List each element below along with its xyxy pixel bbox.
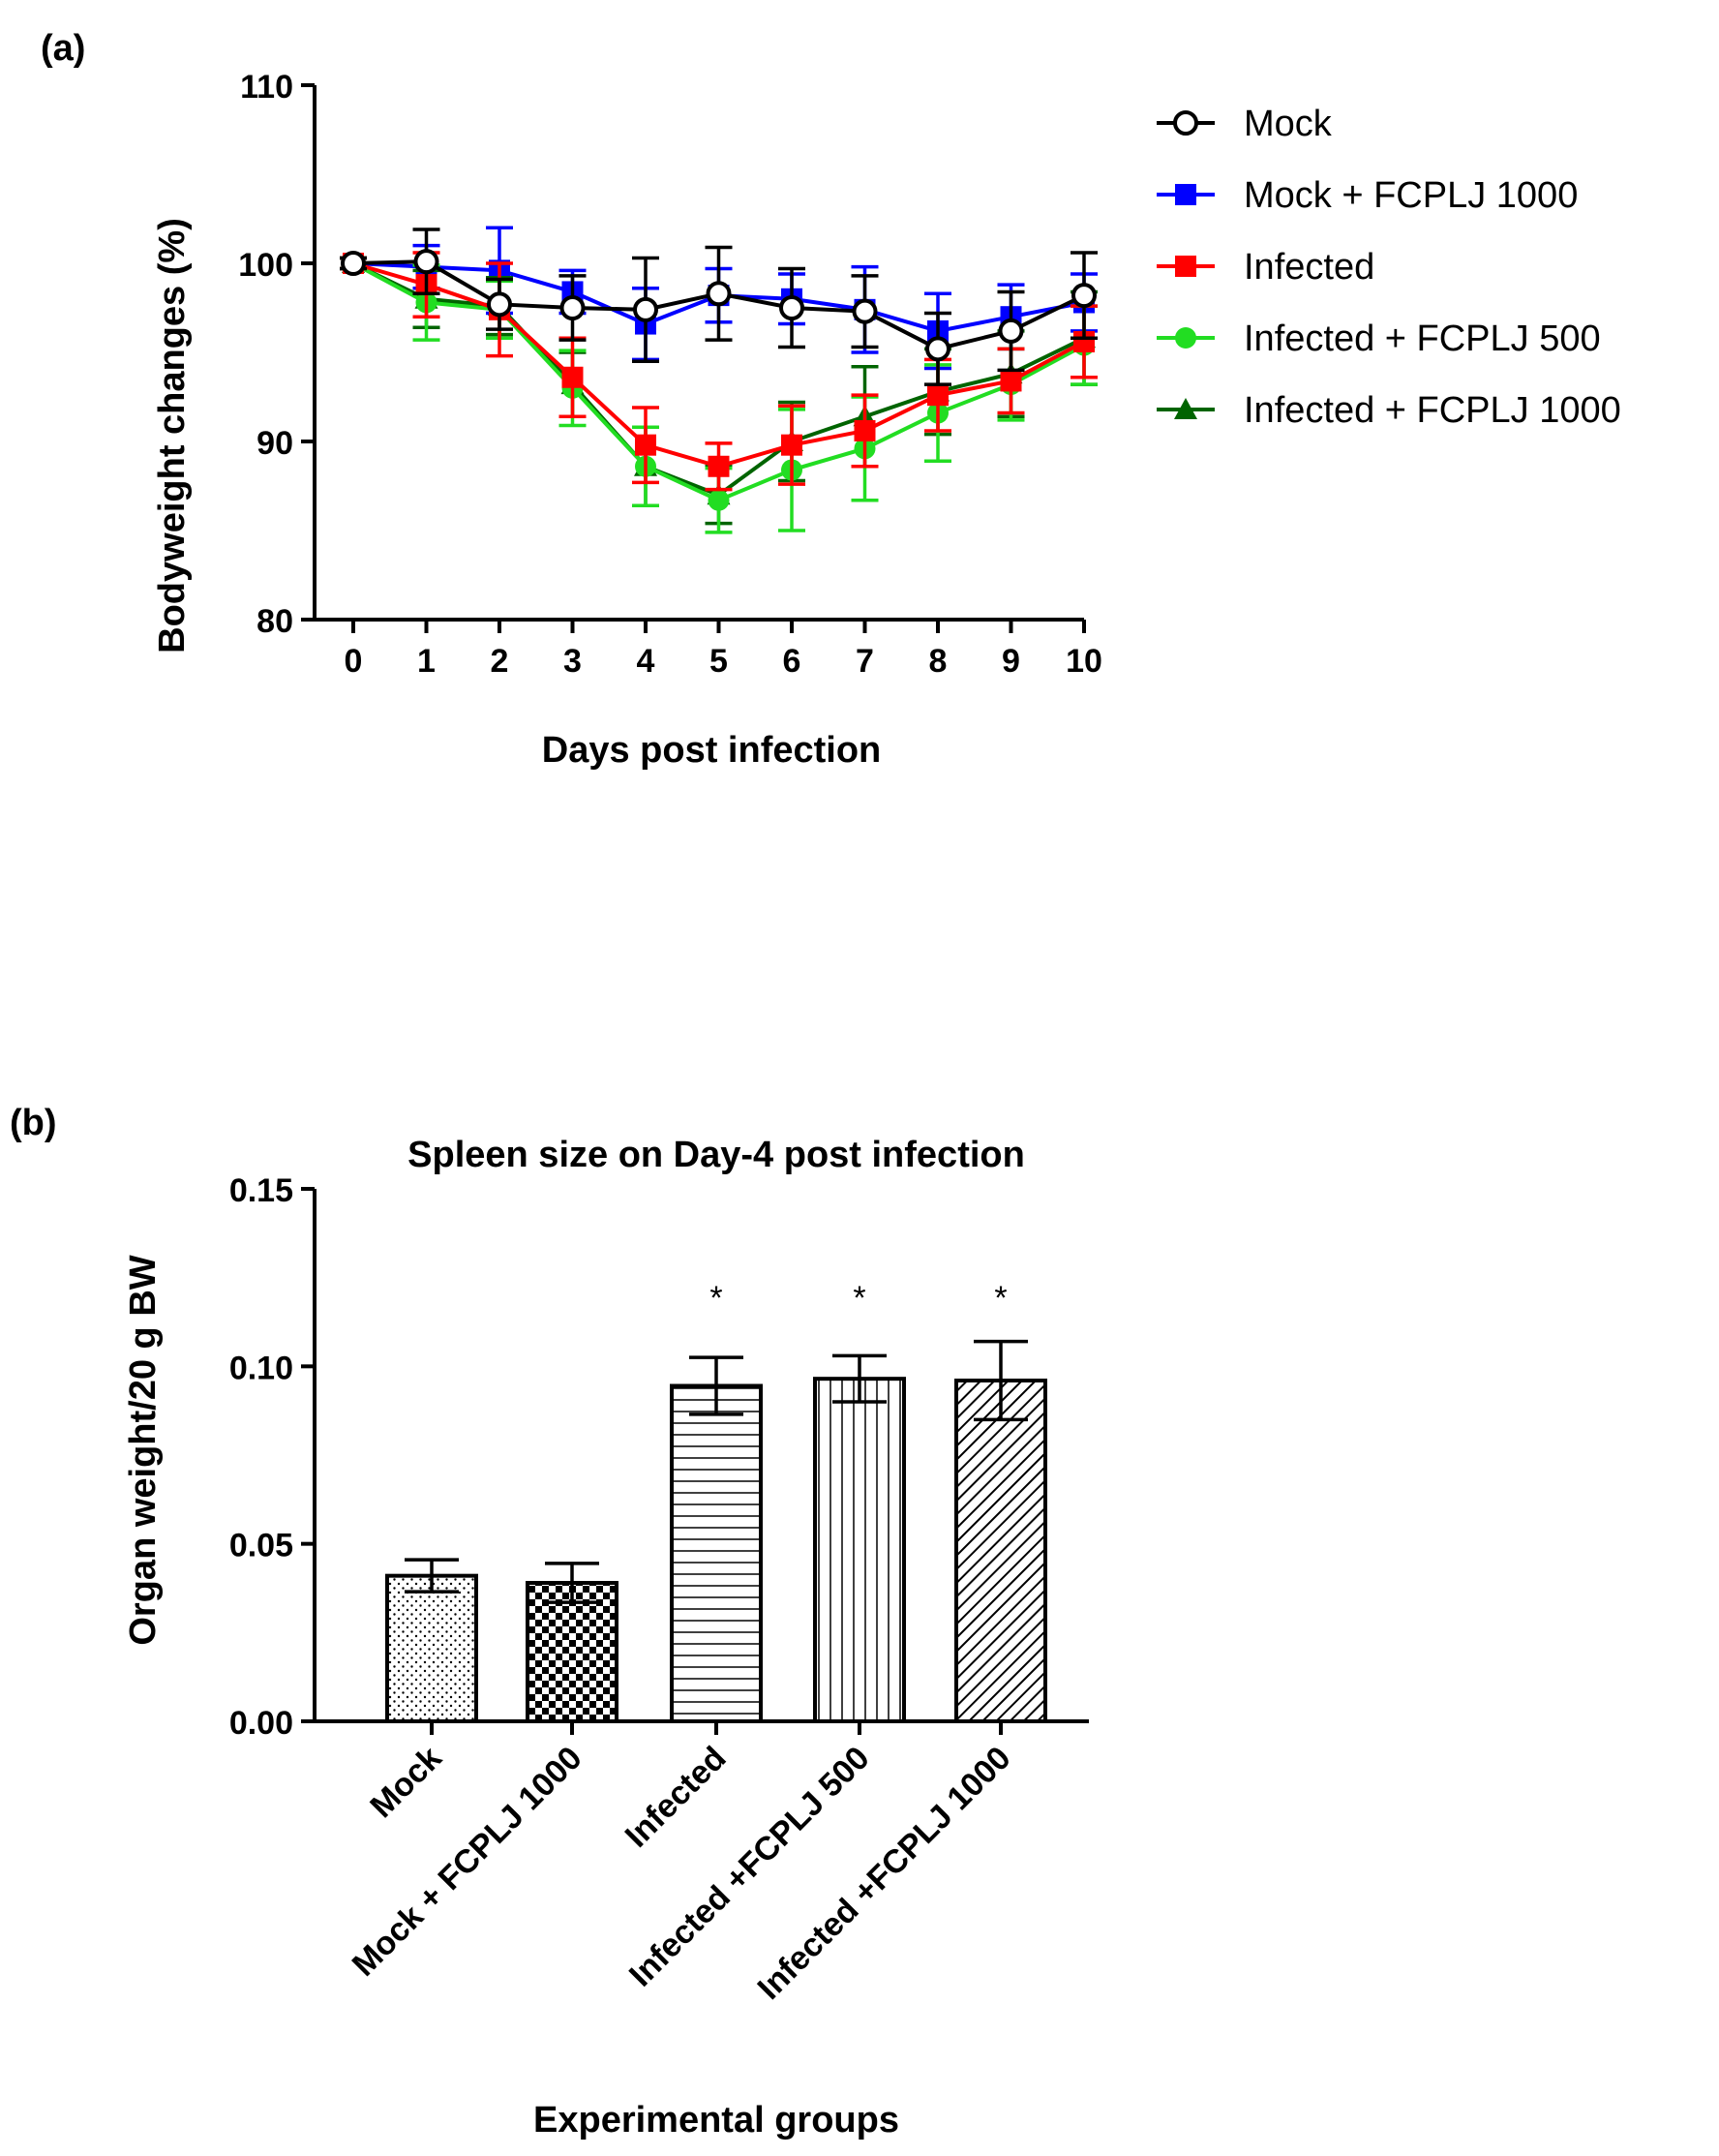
category-label: Infected +FCPLJ 500 bbox=[622, 1740, 877, 1994]
legend-marker bbox=[1174, 398, 1197, 419]
bar bbox=[385, 1573, 478, 1723]
legend-label: Infected + FCPLJ 1000 bbox=[1244, 390, 1621, 431]
chart-a-xlabel: Days post infection bbox=[542, 730, 882, 771]
data-point bbox=[559, 295, 586, 320]
chart-a-y-tick-label: 80 bbox=[256, 603, 293, 640]
category-label: Mock + FCPLJ 1000 bbox=[346, 1740, 589, 1984]
category-label: Infected bbox=[618, 1740, 734, 1855]
data-point bbox=[925, 336, 950, 362]
data-point bbox=[561, 366, 584, 388]
data-point bbox=[1073, 330, 1095, 352]
chart-a-x-tick-label: 5 bbox=[709, 643, 728, 680]
chart-b-ylabel: Organ weight/20 g BW bbox=[123, 1255, 164, 1645]
chart-b-xlabel: Experimental groups bbox=[533, 2100, 899, 2141]
chart-a-axes: 80 90 100 110 0 1 2 3 4 5 6 7 8 9 10 bbox=[238, 69, 1102, 680]
chart-b-y-tick-label: 0.10 bbox=[229, 1350, 293, 1386]
bar-chart-panel-b: Spleen size on Day-4 post infection 0.00… bbox=[123, 1135, 1089, 2141]
data-point bbox=[998, 318, 1024, 344]
bar-group-mock: Mock bbox=[363, 1558, 478, 1825]
data-point bbox=[708, 489, 730, 511]
chart-a-x-tick-label: 0 bbox=[345, 643, 363, 680]
bar-group-infected: * Infected bbox=[618, 1280, 763, 1855]
chart-b-y-tick-label: 0.00 bbox=[229, 1705, 293, 1742]
chart-a-x-tick-label: 3 bbox=[563, 643, 582, 680]
significance-marker: * bbox=[994, 1280, 1007, 1317]
legend-item: Infected bbox=[1157, 247, 1374, 288]
data-point bbox=[927, 384, 949, 407]
legend-label: Infected + FCPLJ 500 bbox=[1244, 319, 1601, 359]
data-point bbox=[633, 296, 658, 322]
chart-a-x-tick-label: 2 bbox=[491, 643, 509, 680]
series-mock bbox=[340, 228, 1098, 386]
chart-a-x-tick-label: 10 bbox=[1066, 643, 1102, 680]
legend-marker bbox=[1175, 184, 1196, 205]
legend-item: Infected + FCPLJ 500 bbox=[1157, 319, 1601, 359]
data-point bbox=[781, 434, 802, 456]
bar bbox=[670, 1383, 763, 1723]
legend-item: Mock + FCPLJ 1000 bbox=[1157, 175, 1578, 216]
chart-a-x-tick-label: 7 bbox=[856, 643, 874, 680]
bar bbox=[954, 1379, 1047, 1723]
chart-a-x-tick-label: 6 bbox=[783, 643, 801, 680]
data-point bbox=[413, 249, 439, 275]
significance-marker: * bbox=[853, 1280, 865, 1317]
chart-b-y-tick-label: 0.05 bbox=[229, 1528, 293, 1564]
data-point bbox=[1000, 370, 1022, 392]
data-point bbox=[779, 295, 804, 320]
chart-b-y-tick-label: 0.15 bbox=[229, 1172, 293, 1209]
chart-b-title: Spleen size on Day-4 post infection bbox=[407, 1135, 1025, 1175]
legend-label: Mock bbox=[1244, 104, 1333, 144]
legend-marker bbox=[1175, 256, 1196, 277]
data-point bbox=[854, 419, 876, 441]
data-point bbox=[635, 434, 656, 456]
panel-a-label: (a) bbox=[41, 28, 85, 69]
line-chart-panel-a: 80 90 100 110 0 1 2 3 4 5 6 7 8 9 10 Mock Mock + FCPLJ … bbox=[152, 69, 1621, 771]
chart-a-series bbox=[340, 226, 1098, 534]
chart-a-x-tick-label: 9 bbox=[1002, 643, 1020, 680]
legend-marker bbox=[1173, 110, 1198, 136]
data-point bbox=[708, 455, 730, 477]
data-point bbox=[341, 251, 366, 276]
category-label: Mock bbox=[363, 1740, 448, 1825]
chart-a-x-tick-label: 4 bbox=[637, 643, 655, 680]
data-point bbox=[852, 298, 878, 324]
category-label: Infected +FCPLJ 1000 bbox=[751, 1740, 1018, 2007]
legend-marker bbox=[1175, 327, 1196, 349]
bar bbox=[813, 1377, 906, 1723]
data-point bbox=[706, 281, 732, 307]
chart-a-ylabel: Bodyweight changes (%) bbox=[152, 218, 193, 653]
significance-marker: * bbox=[709, 1280, 722, 1317]
legend-label: Mock + FCPLJ 1000 bbox=[1244, 175, 1578, 216]
panel-b-label: (b) bbox=[10, 1103, 57, 1143]
chart-a-y-tick-label: 100 bbox=[238, 247, 293, 284]
data-point bbox=[1071, 283, 1097, 309]
legend-item: Mock bbox=[1157, 104, 1333, 144]
chart-a-legend: Mock Mock + FCPLJ 1000 Infected Infected + … bbox=[1157, 104, 1621, 431]
data-point bbox=[487, 291, 512, 318]
chart-a-y-tick-label: 110 bbox=[240, 69, 293, 106]
legend-item: Infected + FCPLJ 1000 bbox=[1157, 390, 1621, 431]
chart-a-x-tick-label: 8 bbox=[929, 643, 948, 680]
legend-label: Infected bbox=[1244, 247, 1374, 288]
chart-a-y-tick-label: 90 bbox=[256, 425, 293, 462]
chart-a-x-tick-label: 1 bbox=[417, 643, 436, 680]
